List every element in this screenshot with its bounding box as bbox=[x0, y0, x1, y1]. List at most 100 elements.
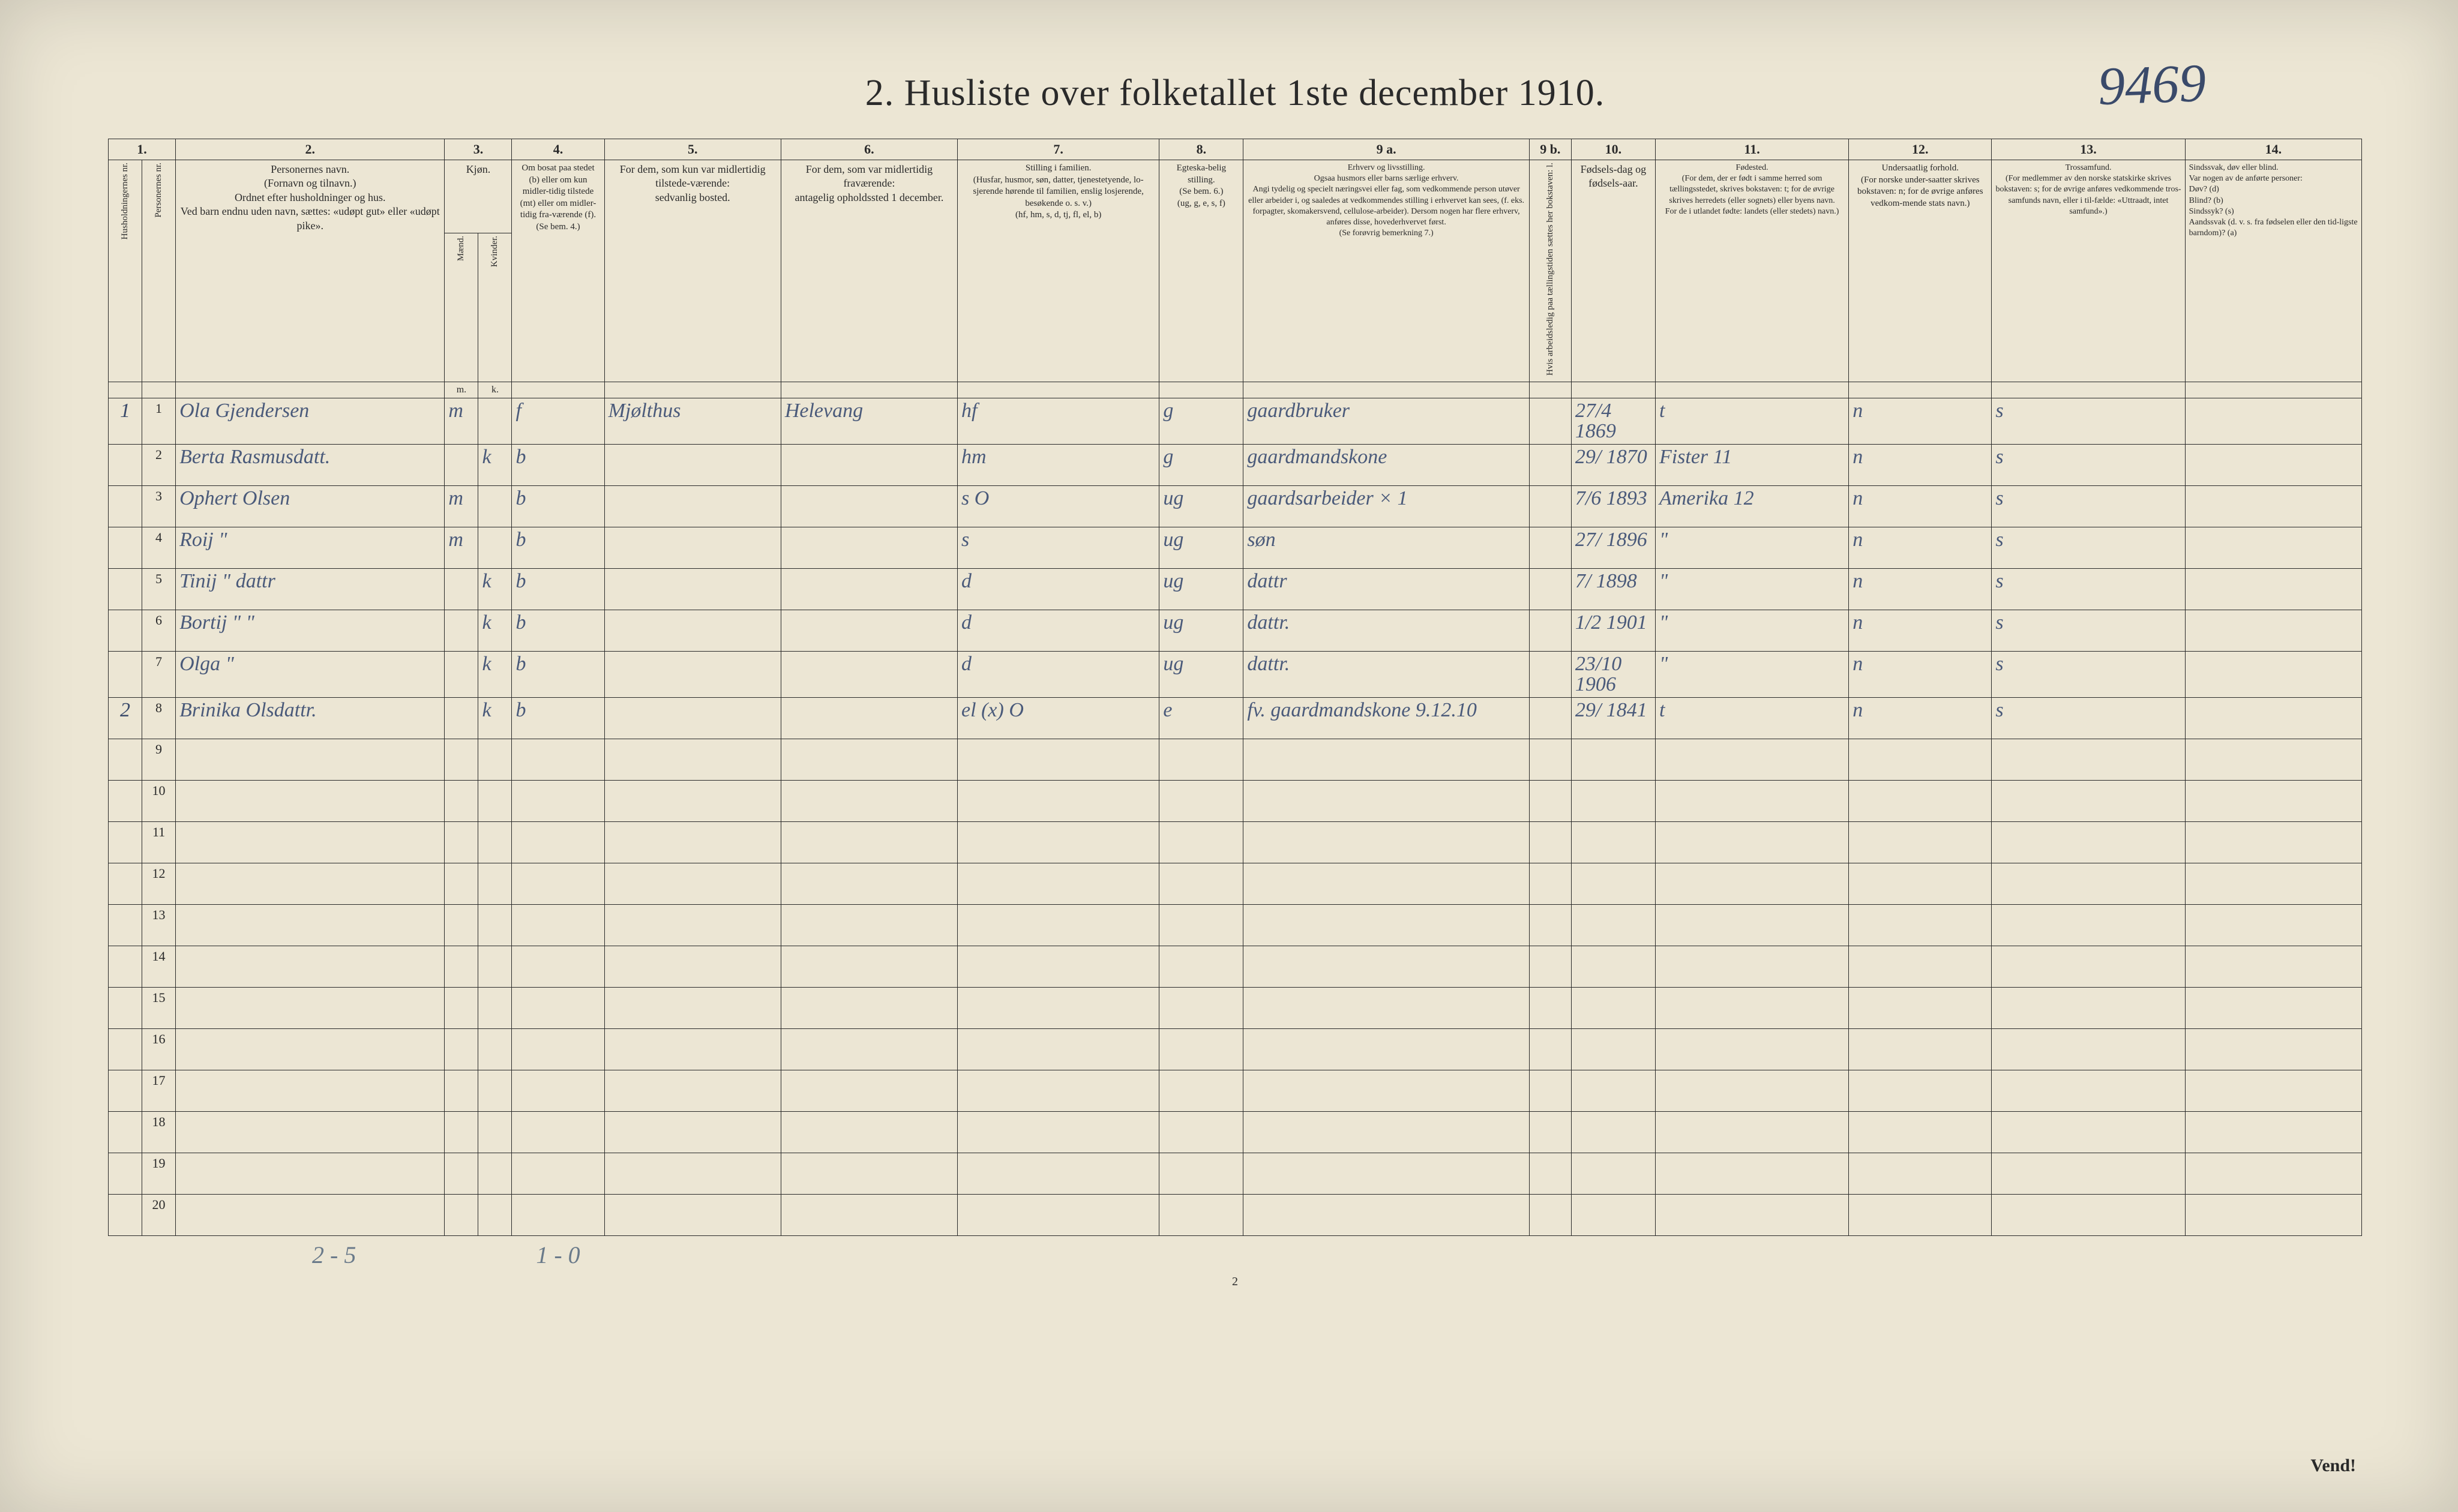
cell-name bbox=[176, 1195, 445, 1236]
cell-c14 bbox=[2185, 486, 2361, 527]
cell-c14 bbox=[2185, 1070, 2361, 1112]
cell-c9 bbox=[1243, 988, 1529, 1029]
cell-m bbox=[445, 1070, 478, 1112]
cell-c14 bbox=[2185, 1153, 2361, 1195]
cell-c12: n bbox=[1849, 486, 1992, 527]
col13-label: Trossamfund. (For medlemmer av den norsk… bbox=[1992, 160, 2185, 382]
col2-label: Personernes navn. (Fornavn og tilnavn.) … bbox=[176, 160, 445, 382]
cell-c8: g bbox=[1159, 445, 1243, 486]
cell-c7 bbox=[958, 863, 1159, 905]
footer-handwriting-row: 2 - 5 1 - 0 bbox=[108, 1241, 2362, 1269]
cell-c8: ug bbox=[1159, 527, 1243, 569]
cell-c5 bbox=[604, 527, 781, 569]
colnum-6: 6. bbox=[781, 139, 957, 160]
cell-c7 bbox=[958, 988, 1159, 1029]
cell-c11: " bbox=[1655, 610, 1848, 652]
cell-c9 bbox=[1243, 905, 1529, 946]
cell-c13 bbox=[1992, 863, 2185, 905]
vend-label: Vend! bbox=[2310, 1456, 2356, 1476]
bottom-page-number: 2 bbox=[108, 1275, 2362, 1289]
cell-c9 bbox=[1243, 1029, 1529, 1070]
cell-name bbox=[176, 781, 445, 822]
cell-name: Olga " bbox=[176, 652, 445, 698]
cell-hnr bbox=[109, 652, 142, 698]
cell-hnr bbox=[109, 527, 142, 569]
cell-c9b bbox=[1529, 822, 1571, 863]
cell-c9b bbox=[1529, 739, 1571, 781]
cell-pnr: 9 bbox=[142, 739, 176, 781]
colnum-2: 2. bbox=[176, 139, 445, 160]
cell-c7 bbox=[958, 905, 1159, 946]
cell-c12: n bbox=[1849, 569, 1992, 610]
col1a-label: Husholdningernes nr. bbox=[119, 163, 131, 239]
cell-c9 bbox=[1243, 1070, 1529, 1112]
cell-pnr: 3 bbox=[142, 486, 176, 527]
cell-pnr: 1 bbox=[142, 398, 176, 445]
cell-pnr: 13 bbox=[142, 905, 176, 946]
cell-c12 bbox=[1849, 1029, 1992, 1070]
cell-c6 bbox=[781, 569, 957, 610]
cell-c10 bbox=[1571, 905, 1655, 946]
cell-c7 bbox=[958, 822, 1159, 863]
cell-name: Ophert Olsen bbox=[176, 486, 445, 527]
col1b-label: Personernes nr. bbox=[153, 163, 165, 218]
cell-c9b bbox=[1529, 652, 1571, 698]
cell-m bbox=[445, 905, 478, 946]
page-title: 2. Husliste over folketallet 1ste decemb… bbox=[865, 73, 1605, 113]
cell-hnr bbox=[109, 569, 142, 610]
cell-pnr: 17 bbox=[142, 1070, 176, 1112]
cell-c10 bbox=[1571, 863, 1655, 905]
cell-k bbox=[478, 486, 512, 527]
cell-k bbox=[478, 398, 512, 445]
cell-c9b bbox=[1529, 1029, 1571, 1070]
cell-c9: dattr. bbox=[1243, 610, 1529, 652]
cell-c9b bbox=[1529, 445, 1571, 486]
cell-c5 bbox=[604, 652, 781, 698]
cell-c7 bbox=[958, 1195, 1159, 1236]
cell-bosat: f bbox=[512, 398, 604, 445]
cell-pnr: 20 bbox=[142, 1195, 176, 1236]
cell-c9: gaardmandskone bbox=[1243, 445, 1529, 486]
cell-k bbox=[478, 527, 512, 569]
cell-bosat bbox=[512, 988, 604, 1029]
cell-c6 bbox=[781, 1112, 957, 1153]
cell-c5: Mjølthus bbox=[604, 398, 781, 445]
cell-c12 bbox=[1849, 905, 1992, 946]
colnum-1: 1. bbox=[109, 139, 176, 160]
cell-c11 bbox=[1655, 988, 1848, 1029]
cell-name bbox=[176, 739, 445, 781]
cell-c7: s bbox=[958, 527, 1159, 569]
cell-m bbox=[445, 1195, 478, 1236]
cell-c5 bbox=[604, 1153, 781, 1195]
cell-hnr bbox=[109, 905, 142, 946]
cell-k bbox=[478, 988, 512, 1029]
col11-label: Fødested. (For dem, der er født i samme … bbox=[1655, 160, 1848, 382]
cell-m: m bbox=[445, 527, 478, 569]
cell-pnr: 2 bbox=[142, 445, 176, 486]
cell-c7 bbox=[958, 1029, 1159, 1070]
table-row: 17 bbox=[109, 1070, 2362, 1112]
cell-hnr bbox=[109, 781, 142, 822]
cell-c5 bbox=[604, 698, 781, 739]
cell-c6 bbox=[781, 698, 957, 739]
cell-name bbox=[176, 822, 445, 863]
cell-bosat bbox=[512, 1029, 604, 1070]
cell-c9: søn bbox=[1243, 527, 1529, 569]
cell-c12: n bbox=[1849, 445, 1992, 486]
col7-label: Stilling i familien. (Husfar, husmor, sø… bbox=[958, 160, 1159, 382]
cell-c8: g bbox=[1159, 398, 1243, 445]
cell-name bbox=[176, 863, 445, 905]
cell-k bbox=[478, 946, 512, 988]
cell-name bbox=[176, 1029, 445, 1070]
cell-c7 bbox=[958, 946, 1159, 988]
cell-c5 bbox=[604, 1029, 781, 1070]
cell-c6 bbox=[781, 610, 957, 652]
cell-c12 bbox=[1849, 1070, 1992, 1112]
cell-c14 bbox=[2185, 569, 2361, 610]
cell-c8 bbox=[1159, 946, 1243, 988]
col3k-sub: k. bbox=[478, 382, 512, 398]
colnum-14: 14. bbox=[2185, 139, 2361, 160]
cell-bosat bbox=[512, 1112, 604, 1153]
cell-hnr bbox=[109, 445, 142, 486]
cell-m: m bbox=[445, 486, 478, 527]
